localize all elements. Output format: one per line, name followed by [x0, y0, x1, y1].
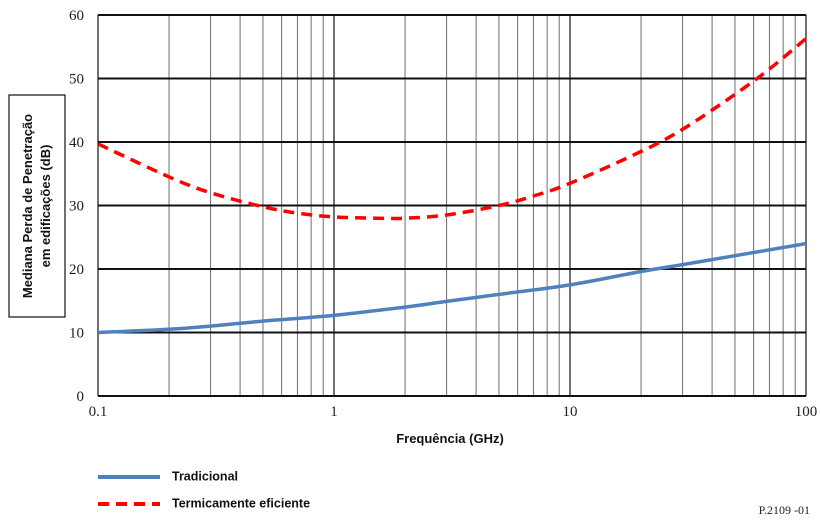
series-layer — [97, 37, 808, 335]
legend: Tradicional Termicamente eficiente — [98, 469, 310, 510]
x-tick-label: 10 — [563, 404, 578, 420]
legend-label-tradicional: Tradicional — [172, 469, 238, 483]
y-tick-label: 60 — [69, 8, 84, 24]
grid — [97, 14, 807, 397]
series-line-tradicional — [97, 241, 807, 335]
y-tick-label: 0 — [77, 389, 85, 405]
y-axis-label-line1: Mediana Perda de Penetração — [20, 114, 35, 298]
y-tick-label: 30 — [69, 199, 84, 215]
series-line-termicamente-eficiente — [97, 37, 808, 221]
y-tick-label: 50 — [69, 72, 84, 88]
x-tick-label: 100 — [795, 404, 818, 420]
legend-label-termicamente-eficiente: Termicamente eficiente — [172, 496, 310, 510]
y-tick-label: 10 — [69, 326, 84, 342]
x-axis-label: Frequência (GHz) — [396, 431, 504, 446]
y-axis-label-box: Mediana Perda de Penetração em edificaçõ… — [8, 94, 66, 318]
figure-id: P.2109 -01 — [759, 503, 810, 517]
tick-labels: 0 10 20 30 40 50 60 0.1 1 10 100 — [69, 8, 817, 420]
x-tick-label: 0.1 — [89, 404, 108, 420]
y-axis-label-line2: em edificações (dB) — [38, 145, 53, 268]
y-tick-label: 20 — [69, 262, 84, 278]
x-tick-label: 1 — [330, 404, 338, 420]
y-tick-label: 40 — [69, 135, 84, 151]
y-axis-label-frame — [8, 94, 66, 318]
